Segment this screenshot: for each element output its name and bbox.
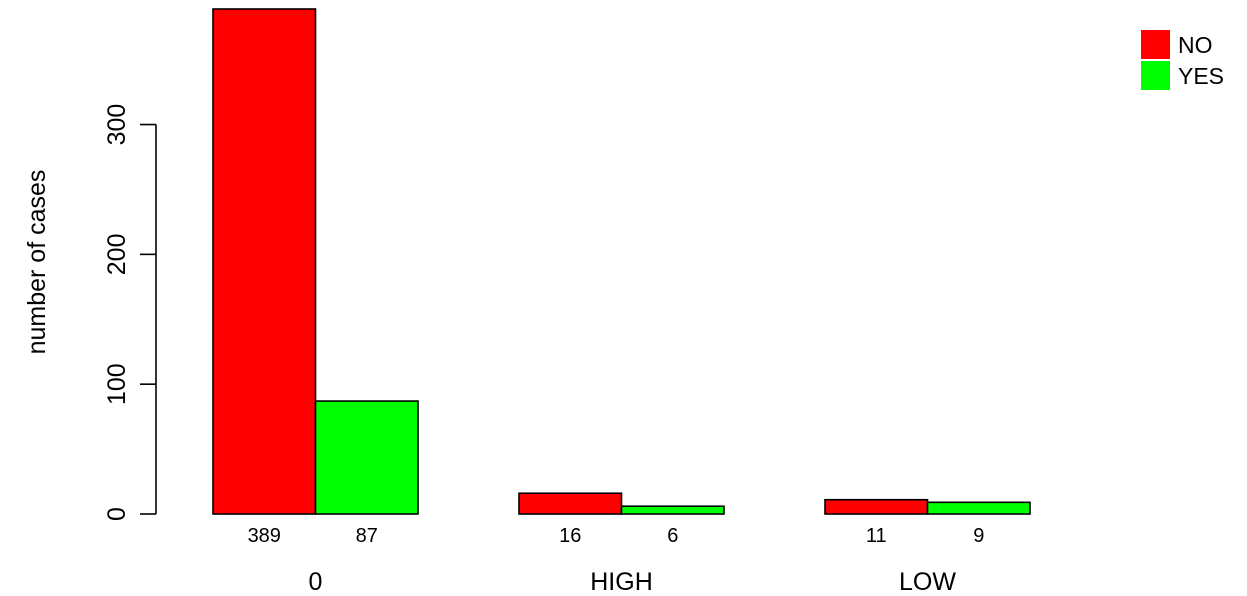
value-label: 6 [667, 525, 678, 547]
category-label-low: LOW [899, 568, 956, 596]
y-axis: 0 100 200 300 [103, 104, 157, 521]
bar-low-yes [926, 501, 1031, 515]
bar-0-no [212, 8, 317, 515]
legend: NO YES [1141, 30, 1224, 90]
bar-0-yes [314, 400, 419, 515]
value-label: 11 [866, 525, 887, 547]
legend-swatch-yes [1141, 61, 1170, 90]
bar-high-yes [620, 505, 725, 515]
value-label: 9 [973, 525, 984, 547]
legend-label-no: NO [1178, 32, 1213, 58]
value-label: 16 [559, 525, 581, 547]
legend-swatch-no [1141, 30, 1170, 59]
y-tick-label: 300 [103, 104, 131, 146]
category-labels: 0 HIGH LOW [309, 568, 957, 596]
category-label-0: 0 [309, 568, 323, 596]
bar-high-no [518, 492, 623, 515]
category-label-high: HIGH [590, 568, 653, 596]
y-tick-label: 0 [103, 507, 131, 521]
bars [212, 8, 1031, 515]
value-labels: 389 87 16 6 11 9 [248, 525, 985, 547]
value-label: 87 [356, 525, 378, 547]
legend-label-yes: YES [1178, 63, 1224, 89]
y-tick-label: 100 [103, 363, 131, 405]
bar-low-no [824, 498, 929, 515]
y-axis-label: number of cases [23, 170, 51, 355]
value-label: 389 [248, 525, 281, 547]
y-tick-label: 200 [103, 234, 131, 276]
